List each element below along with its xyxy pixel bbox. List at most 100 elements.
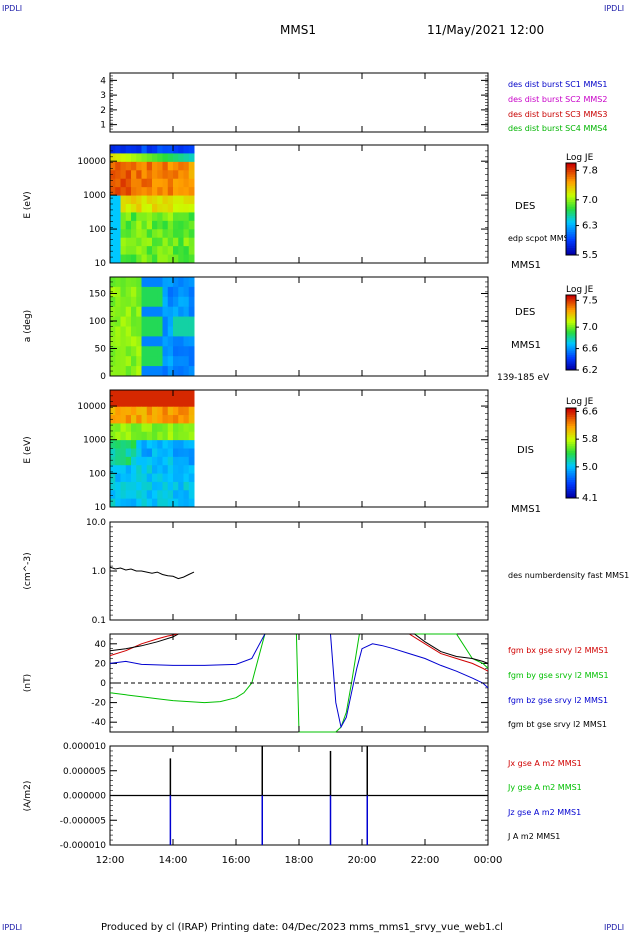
dis_energy-ytick-label: 10000 bbox=[77, 402, 106, 412]
dis_energy-cell bbox=[188, 390, 195, 399]
dis_energy-colorbar-step bbox=[566, 432, 576, 436]
des_pitch-cell bbox=[125, 277, 132, 288]
dis_energy-cell bbox=[157, 423, 163, 433]
des_energy-cell bbox=[120, 237, 127, 247]
des_pitch-cell bbox=[141, 336, 148, 347]
des_pitch-colorbar-step bbox=[566, 304, 576, 307]
des_energy-cell bbox=[120, 220, 127, 230]
dis_energy-cell bbox=[146, 481, 153, 491]
bfield-ylabel: (nT) bbox=[23, 674, 33, 692]
des_pitch-cell bbox=[173, 356, 179, 367]
dis_energy-cell bbox=[125, 498, 132, 508]
des_pitch-cell bbox=[146, 296, 153, 308]
des_energy-cell bbox=[173, 237, 179, 247]
des_energy-cell bbox=[131, 195, 137, 205]
dis_energy-colorbar-step bbox=[566, 462, 576, 465]
des_pitch-colorbar-step bbox=[566, 355, 576, 358]
des_pitch-colorbar-step bbox=[566, 345, 576, 348]
des_pitch-cell bbox=[162, 346, 169, 357]
dis_energy-cell bbox=[183, 431, 190, 441]
dis_energy-cell bbox=[173, 431, 179, 441]
des_pitch-cell bbox=[173, 277, 179, 288]
des_pitch-cell bbox=[125, 326, 132, 337]
dis_energy-cell bbox=[125, 473, 132, 483]
des_pitch-cell bbox=[120, 277, 127, 288]
des_energy-cell bbox=[162, 212, 169, 222]
des_energy-cell bbox=[120, 254, 127, 264]
dis_energy-cell bbox=[178, 406, 184, 416]
des_pitch-cell bbox=[167, 286, 174, 298]
dis_energy-cell bbox=[131, 415, 137, 424]
des_pitch-cell bbox=[115, 316, 121, 327]
des_pitch-cell bbox=[131, 326, 137, 337]
des_pitch-colorbar-step bbox=[566, 323, 576, 326]
des_energy-cell bbox=[136, 161, 142, 171]
dis_energy-colorbar-step bbox=[566, 468, 576, 472]
des_energy-cell bbox=[157, 195, 163, 205]
des_energy-cell bbox=[131, 246, 137, 256]
dis_energy-cell bbox=[115, 406, 121, 416]
dis_energy-cell bbox=[167, 440, 174, 449]
des_pitch-cell bbox=[115, 336, 121, 347]
bfield-legend-bx: fgm bx gse srvy l2 MMS1 bbox=[508, 646, 609, 655]
des_energy-cell bbox=[136, 187, 142, 197]
des_energy-cell bbox=[120, 195, 127, 205]
des_energy-colorbar-step bbox=[566, 195, 576, 198]
des_pitch-cell bbox=[167, 277, 174, 288]
dis_energy-colorbar-step bbox=[566, 457, 576, 461]
des_energy-cell bbox=[146, 220, 153, 230]
dis_energy-cell bbox=[120, 406, 127, 416]
dis_energy-cell bbox=[162, 398, 169, 408]
des_pitch-cell bbox=[173, 296, 179, 308]
des_pitch-cell bbox=[173, 306, 179, 318]
dis_energy-cell bbox=[110, 448, 116, 458]
dis_energy-cell bbox=[157, 465, 163, 475]
des_pitch-cell bbox=[188, 316, 195, 327]
des_energy-cell bbox=[162, 204, 169, 213]
dis_energy-cell bbox=[178, 415, 184, 424]
dis_energy-cell bbox=[131, 390, 137, 399]
dis_energy-cell bbox=[178, 440, 184, 449]
des_energy-colorbar-step bbox=[566, 250, 576, 254]
des_pitch-colorbar-step bbox=[566, 338, 576, 341]
des_energy-cell bbox=[141, 212, 148, 222]
des_energy-cell bbox=[136, 153, 142, 163]
des_pitch-cell bbox=[173, 316, 179, 327]
des_pitch-cell bbox=[120, 366, 127, 377]
dis_energy-colorbar-step bbox=[566, 459, 576, 463]
dis_energy-cell bbox=[188, 473, 195, 483]
des_energy-colorbar-label: 6.3 bbox=[582, 221, 598, 232]
dis_energy-cell bbox=[157, 415, 163, 424]
des_pitch-cell bbox=[120, 306, 127, 318]
dis_energy-colorbar-step bbox=[566, 493, 576, 497]
des_pitch-cell bbox=[173, 366, 179, 377]
des_energy-cell bbox=[110, 246, 116, 256]
des_pitch-cell bbox=[173, 346, 179, 357]
dis_energy-cell bbox=[131, 473, 137, 483]
des_energy-cell bbox=[141, 170, 148, 180]
dis_energy-cell bbox=[167, 415, 174, 424]
burst-ytick-label: 2 bbox=[100, 106, 106, 116]
des_energy-cell bbox=[120, 187, 127, 197]
dis_energy-cell bbox=[136, 456, 142, 466]
dis-energy-heatmap bbox=[110, 390, 195, 508]
density-ytick-label: 10.0 bbox=[86, 518, 106, 528]
dis_energy-cell bbox=[188, 498, 195, 508]
des_pitch-cell bbox=[146, 346, 153, 357]
dis_energy-cell bbox=[183, 448, 190, 458]
dis_energy-cell bbox=[120, 398, 127, 408]
des_pitch-colorbar-label: 6.6 bbox=[582, 344, 598, 355]
des_energy-colorbar-step bbox=[566, 225, 576, 228]
des_pitch-cell bbox=[157, 306, 163, 318]
des_energy-cell bbox=[115, 153, 121, 163]
des_pitch-colorbar-step bbox=[566, 326, 576, 330]
des_pitch-colorbar-step bbox=[566, 315, 576, 318]
dis_energy-cell bbox=[162, 448, 169, 458]
des_energy-cell bbox=[162, 220, 169, 230]
des_pitch-cell bbox=[162, 356, 169, 367]
des_energy-ytick-label: 10000 bbox=[77, 157, 106, 167]
des_pitch-cell bbox=[157, 356, 163, 367]
dis_energy-cell bbox=[115, 465, 121, 475]
dis_energy-colorbar-step bbox=[566, 486, 576, 490]
dis_energy-cell bbox=[141, 465, 148, 475]
